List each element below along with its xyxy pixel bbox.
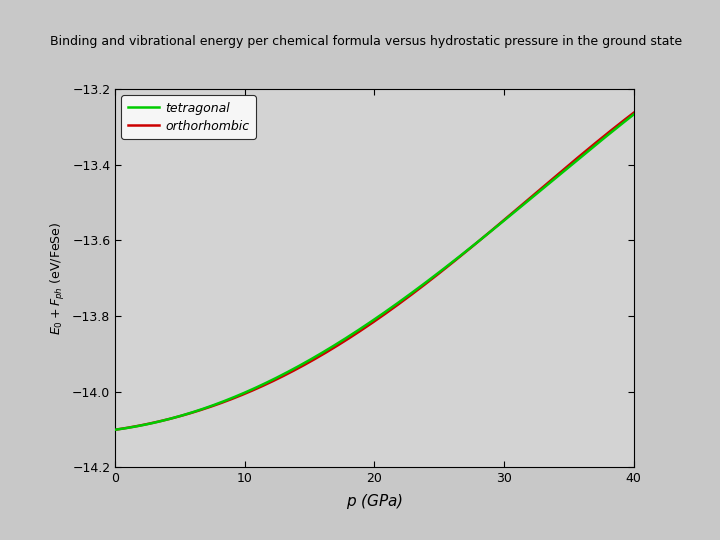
- Y-axis label: $E_0 + F_{ph}$ (eV/FeSe): $E_0 + F_{ph}$ (eV/FeSe): [48, 221, 66, 335]
- orthorhombic: [536, 186, 544, 193]
- orthorhombic: [420, 282, 428, 288]
- Line: orthorhombic: orthorhombic: [115, 113, 634, 430]
- Text: Binding and vibrational energy per chemical formula versus hydrostatic pressure : Binding and vibrational energy per chemi…: [50, 35, 683, 48]
- tetragonal: [111, 427, 120, 433]
- Line: tetragonal: tetragonal: [115, 114, 634, 430]
- orthorhombic: [617, 119, 626, 126]
- tetragonal: [629, 111, 638, 118]
- tetragonal: [360, 323, 369, 329]
- X-axis label: $p$ (GPa): $p$ (GPa): [346, 492, 403, 511]
- tetragonal: [392, 301, 400, 308]
- tetragonal: [357, 325, 366, 332]
- tetragonal: [536, 187, 544, 194]
- orthorhombic: [111, 427, 120, 433]
- tetragonal: [617, 121, 626, 127]
- Legend: tetragonal, orthorhombic: tetragonal, orthorhombic: [122, 96, 256, 139]
- orthorhombic: [392, 303, 400, 309]
- orthorhombic: [629, 110, 638, 116]
- tetragonal: [420, 281, 428, 287]
- orthorhombic: [357, 327, 366, 333]
- orthorhombic: [360, 325, 369, 332]
